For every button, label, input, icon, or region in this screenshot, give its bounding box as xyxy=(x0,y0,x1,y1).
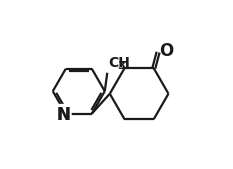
Text: 3: 3 xyxy=(117,61,124,71)
Text: CH: CH xyxy=(108,56,130,70)
Text: O: O xyxy=(159,42,174,60)
Text: N: N xyxy=(56,106,70,124)
Text: N: N xyxy=(56,106,70,124)
